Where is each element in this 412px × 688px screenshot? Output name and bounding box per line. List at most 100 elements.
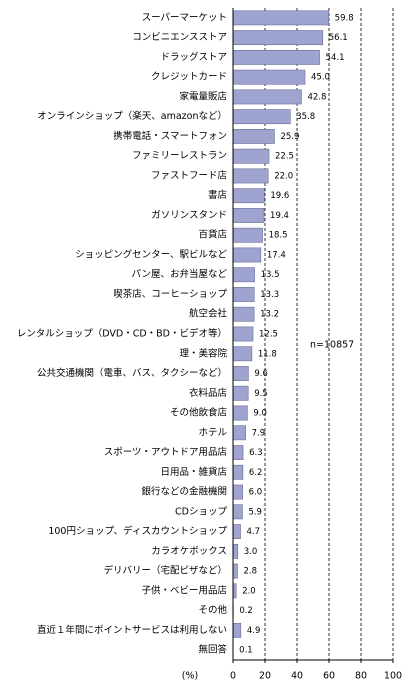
value-label: 59.8 [335,13,354,23]
bar [232,188,265,204]
y-tick-label: ホテル [198,427,227,438]
bar [232,89,302,105]
value-label: 9.6 [254,369,268,379]
y-tick-label: 100円ショップ、ディスカウントショップ [48,525,227,537]
bar [232,385,249,401]
value-label: 4.9 [247,626,261,636]
value-label: 35.8 [296,112,315,122]
bar [232,622,242,638]
bar [232,326,254,342]
y-tick-label: コンビニエンスストア [132,32,227,43]
annotation: n=10857 [310,340,354,351]
bar [232,425,246,441]
value-label: 13.3 [260,290,279,300]
value-label: 2.0 [242,586,256,596]
axis-unit: (%) [182,671,198,682]
value-label: 13.5 [261,270,280,280]
value-label: 2.8 [243,567,257,577]
value-label: 18.5 [269,231,288,241]
y-tick-label: 銀行などの金融機関 [141,486,227,498]
bar [232,10,329,26]
bar [232,543,239,559]
x-tick-label: 40 [291,671,303,682]
value-label: 42.8 [307,92,326,102]
bar [232,109,291,125]
y-tick-label: 家電量販店 [179,90,227,102]
y-tick-label: 書店 [208,189,227,201]
value-label: 54.1 [326,53,345,63]
value-label: 3.0 [244,547,258,557]
y-tick-label: その他飲食店 [170,407,227,419]
bar [232,129,275,144]
y-tick-label: CDショップ [175,506,227,517]
y-tick-label: 喫茶店、コーヒーショップ [113,288,227,300]
y-tick-label: ファストフード店 [151,169,227,181]
y-tick-label: ファミリーレストラン [132,151,227,162]
y-tick-label: 携帯電話・スマートフォン [113,130,227,142]
value-label: 19.6 [270,191,289,201]
y-tick-label: スーパーマーケット [142,12,227,23]
y-tick-label: オンラインショップ（楽天、amazonなど） [37,110,227,122]
value-label: 11.8 [258,349,277,359]
x-tick-label: 100 [384,671,402,682]
value-label: 22.0 [274,171,293,181]
bar [232,30,324,46]
y-tick-label: クレジットカード [151,72,227,83]
bar [232,267,255,283]
bar [232,287,255,302]
value-label: 12.5 [259,330,278,340]
value-label: 25.9 [280,132,299,142]
bar [232,306,255,322]
x-tick-label: 0 [230,671,236,682]
value-label: 56.1 [329,33,348,43]
value-label: 45.0 [311,73,330,83]
bar [232,208,265,223]
bar [232,524,241,539]
value-label: 4.7 [247,527,261,537]
y-tick-label: デリバリー（宅配ピザなど） [103,565,227,577]
bar [232,366,249,381]
y-tick-label: 理・美容院 [179,347,227,359]
value-label: 6.3 [249,448,263,458]
value-label: 17.4 [267,250,286,260]
y-tick-label: 日用品・雑貨店 [160,466,227,478]
bar [232,247,262,263]
value-label: 0.2 [239,606,253,616]
value-label: 6.0 [249,488,263,498]
y-tick-label: ガソリンスタンド [151,210,227,221]
y-tick-label: 百貨店 [198,229,227,241]
y-tick-label: 衣料品店 [189,387,227,399]
value-label: 9.0 [253,409,267,419]
x-tick-label: 20 [259,671,271,682]
y-tick-label: 直近１年間にポイントサービスは利用しない [37,624,227,636]
y-tick-label: レンタルショップ（DVD・CD・BD・ビデオ等） [17,328,227,340]
bar [232,563,238,579]
bar [232,346,253,362]
y-tick-label: 航空会社 [189,308,228,320]
bar [232,484,243,500]
y-tick-label: 公共交通機関（電車、バス、タクシーなど） [37,367,227,379]
bar [232,464,244,480]
bar [232,49,320,65]
bar [232,504,243,520]
value-label: 22.5 [275,152,294,162]
x-tick-label: 60 [323,671,335,682]
y-tick-label: スポーツ・アウトドア用品店 [104,446,227,458]
value-label: 5.9 [248,507,262,517]
bar [232,227,263,243]
y-tick-label: ショッピングセンター、駅ビルなど [75,248,227,260]
value-label: 6.2 [249,468,263,478]
y-tick-label: パン屋、お弁当屋など [132,268,228,280]
value-label: 9.5 [254,389,268,399]
value-label: 13.2 [260,310,279,320]
bar [232,69,306,85]
bar [232,445,244,460]
y-tick-label: その他 [198,604,227,616]
y-tick-label: ドラッグストア [160,51,227,63]
bar [232,148,270,164]
value-label: 7.9 [252,428,266,438]
y-tick-label: 無回答 [198,644,227,656]
value-label: 19.4 [270,211,289,221]
bar [232,405,248,421]
